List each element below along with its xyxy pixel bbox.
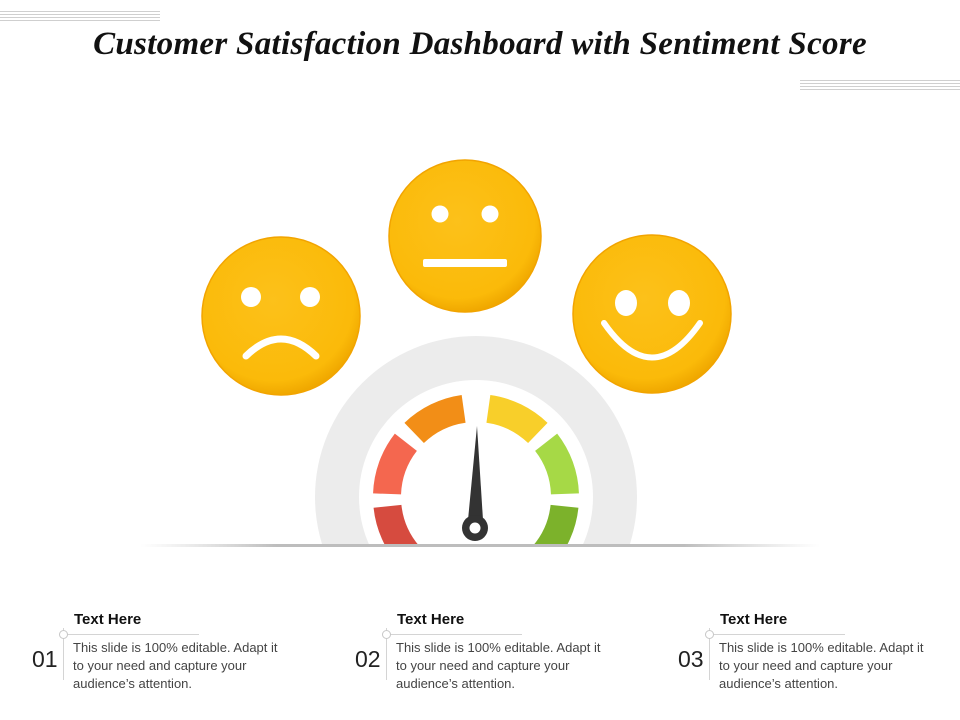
gauge-segment-3 bbox=[404, 395, 466, 444]
gauge-segment-6 bbox=[532, 504, 579, 546]
page-title: Customer Satisfaction Dashboard with Sen… bbox=[93, 26, 867, 62]
bullet-dot bbox=[705, 630, 714, 639]
gauge-segments bbox=[373, 395, 579, 546]
gauge-segment-2 bbox=[373, 433, 417, 495]
divider bbox=[709, 634, 845, 635]
gauge-segment-1 bbox=[373, 504, 420, 546]
baseline bbox=[140, 544, 820, 547]
info-item-3: 03 Text Here This slide is 100% editable… bbox=[678, 608, 960, 698]
item-heading: Text Here bbox=[720, 611, 788, 628]
neutral-face-icon bbox=[388, 159, 542, 313]
item-description: This slide is 100% editable. Adapt it to… bbox=[73, 640, 278, 691]
info-item-1: 01 Text Here This slide is 100% editable… bbox=[32, 608, 332, 698]
divider bbox=[63, 634, 199, 635]
gauge-segment-5 bbox=[535, 433, 579, 495]
gauge-segment-4 bbox=[486, 395, 548, 444]
happy-face-icon bbox=[572, 234, 732, 394]
item-description: This slide is 100% editable. Adapt it to… bbox=[719, 640, 924, 691]
item-number: 01 bbox=[32, 646, 58, 672]
item-description: This slide is 100% editable. Adapt it to… bbox=[396, 640, 601, 691]
item-number: 02 bbox=[355, 646, 381, 672]
sad-face-icon bbox=[201, 236, 361, 396]
divider bbox=[709, 628, 710, 680]
item-number: 03 bbox=[678, 646, 704, 672]
divider bbox=[63, 628, 64, 680]
decorative-lines-top-left bbox=[0, 11, 160, 23]
bullet-dot bbox=[382, 630, 391, 639]
divider bbox=[386, 634, 522, 635]
info-item-2: 02 Text Here This slide is 100% editable… bbox=[355, 608, 655, 698]
gauge-needle bbox=[462, 426, 488, 541]
item-heading: Text Here bbox=[74, 611, 142, 628]
decorative-lines-top-right bbox=[800, 80, 960, 92]
item-heading: Text Here bbox=[397, 611, 465, 628]
divider bbox=[386, 628, 387, 680]
bullet-dot bbox=[59, 630, 68, 639]
